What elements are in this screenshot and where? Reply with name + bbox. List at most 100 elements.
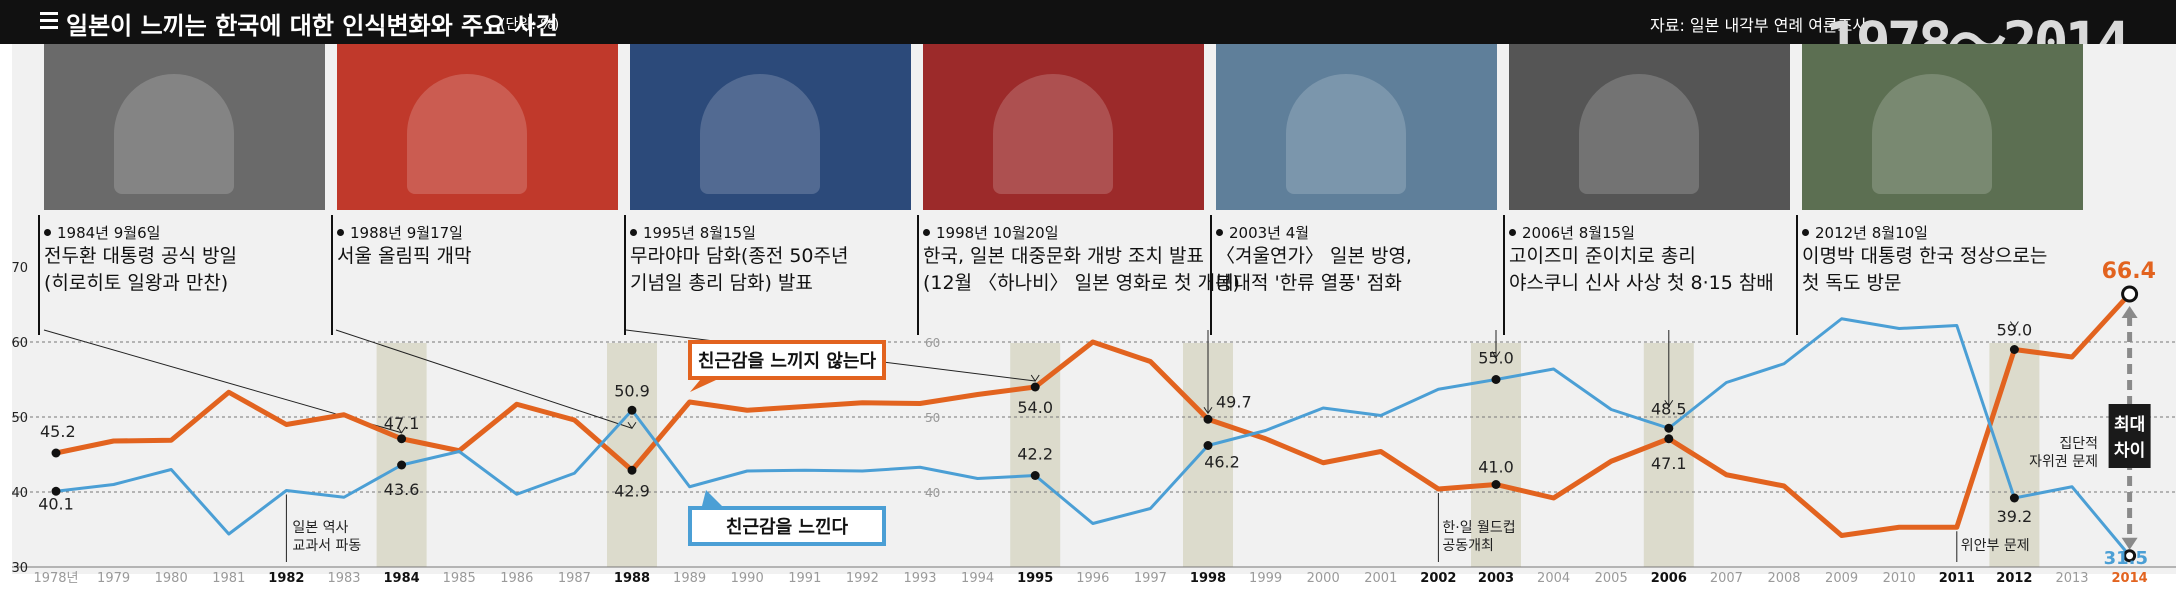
event-date-text: 1995년 8월15일 xyxy=(643,224,756,242)
annotation-text: 교과서 파동 xyxy=(292,538,361,554)
event-date: 1988년 9월17일 xyxy=(337,222,471,243)
inner-y-tick-label: 40 xyxy=(925,486,940,500)
legend-label: 친근감을 느끼지 않는다 xyxy=(698,351,877,372)
event-caption: 1995년 8월15일 무라야마 담화(종전 50주년 기념일 총리 담화) 발표 xyxy=(630,222,848,297)
annotation-text: 위안부 문제 xyxy=(1961,538,2030,554)
page-title: 일본이 느끼는 한국에 대한 인식변화와 주요 사건 xyxy=(66,12,558,40)
x-tick-label: 1983 xyxy=(327,571,360,586)
event-divider xyxy=(624,215,626,335)
point-marker xyxy=(51,486,61,496)
dokdo-visit-photo-icon xyxy=(1802,44,2083,210)
event-description: 야스쿠니 신사 사상 첫 8·15 참배 xyxy=(1509,272,1774,294)
data-label: 45.2 xyxy=(40,422,76,441)
legend-friendly: 친근감을 느낀다 xyxy=(688,490,886,546)
event-date: 1984년 9월6일 xyxy=(44,222,237,243)
event-caption: 1984년 9월6일 전두환 대통령 공식 방일 (히로히토 일왕과 만찬) xyxy=(44,222,237,297)
event-date-text: 2003년 4월 xyxy=(1229,224,1310,242)
end-point-marker xyxy=(2123,549,2137,563)
bullet-icon xyxy=(337,229,344,236)
x-tick-label: 1996 xyxy=(1076,571,1109,586)
photo-figure xyxy=(1872,74,1992,194)
leader-arrow-icon xyxy=(397,426,407,434)
x-tick-label: 2014 xyxy=(2112,571,2148,586)
x-axis: 1978년 1979 1980 1981 1982 1983 1984 1985 1986 198… xyxy=(33,571,2147,586)
bullet-icon xyxy=(1216,229,1223,236)
series-line xyxy=(55,292,2132,538)
data-label: 59.0 xyxy=(1997,321,2033,340)
x-tick-label: 2012 xyxy=(1996,571,2032,586)
inner-y-tick-label: 50 xyxy=(925,411,940,425)
event-divider xyxy=(1210,215,1212,335)
data-label: 48.5 xyxy=(1651,399,1687,418)
event-description: 대대적 '한류 열풍' 점화 xyxy=(1216,272,1402,294)
event-date-text: 1984년 9월6일 xyxy=(57,224,161,242)
event-date-text: 2006년 8월15일 xyxy=(1522,224,1635,242)
bullet-icon xyxy=(1802,229,1809,236)
x-tick-label: 1998 xyxy=(1190,571,1226,586)
photo-figure xyxy=(993,74,1113,194)
event-divider xyxy=(331,215,333,335)
legend-box xyxy=(688,340,886,380)
point-marker xyxy=(2009,345,2019,354)
x-tick-label: 2002 xyxy=(1420,571,1456,586)
data-label: 39.2 xyxy=(1997,507,2033,526)
point-marker xyxy=(1664,434,1674,444)
x-tick-label: 1980 xyxy=(155,571,188,586)
point-marker xyxy=(1203,414,1213,424)
event-divider xyxy=(917,215,919,335)
x-tick-label: 1994 xyxy=(961,571,994,586)
leader-arrow-icon xyxy=(627,421,637,430)
data-label: 43.6 xyxy=(384,480,420,499)
point-marker xyxy=(627,465,637,475)
murayama-portrait-photo-icon xyxy=(630,44,911,210)
photo-figure xyxy=(1579,74,1699,194)
photo-figure xyxy=(1286,74,1406,194)
x-tick-label: 2003 xyxy=(1478,571,1514,586)
x-tick-label: 1989 xyxy=(673,571,706,586)
x-tick-label: 2008 xyxy=(1767,571,1800,586)
event-description: 이명박 대통령 한국 정상으로는 xyxy=(1802,245,2048,267)
y-tick-label: 70 xyxy=(11,261,28,276)
highlight-band xyxy=(376,343,427,567)
leader-arrow-icon xyxy=(1030,374,1040,382)
menu-icon xyxy=(40,12,58,32)
x-tick-label: 2006 xyxy=(1651,571,1687,586)
x-tick-label: 2004 xyxy=(1537,571,1570,586)
x-tick-label: 1995 xyxy=(1017,571,1053,586)
leader-arrow-icon xyxy=(1203,406,1213,415)
winter-sonata-photo-icon xyxy=(1216,44,1497,210)
event-description: 전두환 대통령 공식 방일 xyxy=(44,245,237,267)
cinema-street-photo-icon xyxy=(923,44,1204,210)
annotation-text: 한·일 월드컵 xyxy=(1442,520,1515,536)
point-marker xyxy=(1030,471,1040,480)
annotation-text: 집단적 xyxy=(2059,436,2098,452)
event-date: 2006년 8월15일 xyxy=(1509,222,1774,243)
event-date: 2003년 4월 xyxy=(1216,222,1412,243)
event-description: 〈겨울연가〉 일본 방영, xyxy=(1216,245,1412,267)
x-tick-label: 1982 xyxy=(268,571,304,586)
x-tick-label: 2001 xyxy=(1364,571,1397,586)
x-tick-label: 2005 xyxy=(1595,571,1628,586)
point-marker xyxy=(1491,375,1501,384)
event-description: 한국, 일본 대중문화 개방 조치 발표 xyxy=(923,245,1204,267)
photo-figure xyxy=(700,74,820,194)
x-tick-label: 1997 xyxy=(1134,571,1167,586)
point-marker xyxy=(2009,493,2019,503)
event-divider xyxy=(38,215,40,335)
y-tick-label: 60 xyxy=(11,336,28,351)
point-marker xyxy=(627,405,637,415)
bullet-icon xyxy=(44,229,51,236)
bullet-icon xyxy=(923,229,930,236)
x-tick-label: 2009 xyxy=(1825,571,1858,586)
x-tick-label: 1986 xyxy=(500,571,533,586)
x-tick-label: 2010 xyxy=(1883,571,1916,586)
point-marker xyxy=(397,434,407,444)
x-tick-label: 1979 xyxy=(97,571,130,586)
leader-arrow-icon xyxy=(1491,351,1501,359)
